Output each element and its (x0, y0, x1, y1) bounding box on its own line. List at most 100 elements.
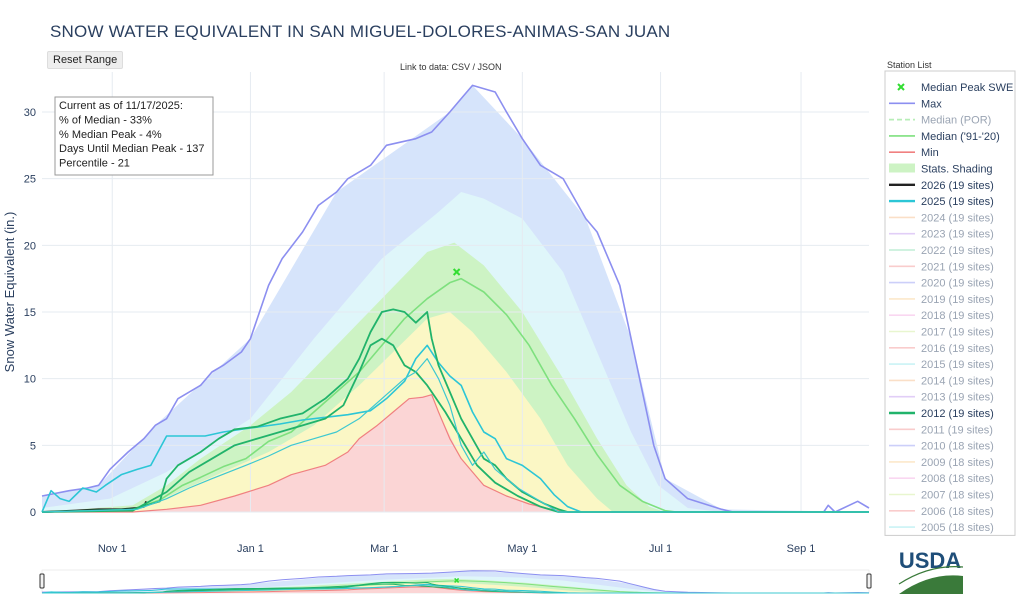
legend-item[interactable]: 2021 (19 sites) (889, 261, 994, 273)
legend-item[interactable]: 2015 (19 sites) (889, 359, 994, 371)
y-tick-label: 15 (24, 307, 36, 319)
legend-label: 2016 (19 sites) (921, 343, 994, 355)
info-line: Current as of 11/17/2025: (59, 100, 183, 112)
usda-logo: USDA (898, 548, 964, 594)
legend-item[interactable]: Max (889, 98, 942, 110)
info-line: % Median Peak - 4% (59, 129, 162, 141)
chart-title: SNOW WATER EQUIVALENT IN SAN MIGUEL-DOLO… (50, 22, 671, 41)
series-line-y2012 (41, 337, 869, 513)
range-slider-line (41, 570, 870, 594)
legend-item[interactable]: Median Peak SWE (897, 82, 1013, 94)
legend-box (884, 70, 1016, 536)
legend-item[interactable]: 2017 (19 sites) (889, 327, 994, 339)
legend-label: Median (POR) (921, 115, 991, 127)
legend-label: Median Peak SWE (921, 82, 1013, 94)
legend-label: Min (921, 147, 939, 159)
legend-item[interactable]: 2007 (18 sites) (889, 490, 994, 502)
x-tick-label: Nov 1 (98, 543, 127, 555)
series-line-max (41, 84, 870, 513)
station-list-label[interactable]: Station List (887, 60, 932, 70)
x-tick-label: Jan 1 (237, 543, 264, 555)
legend-label: 2022 (19 sites) (921, 245, 994, 257)
legend-item[interactable]: 2008 (18 sites) (889, 473, 994, 485)
legend-item[interactable]: 2006 (18 sites) (889, 506, 994, 518)
info-line: Days Until Median Peak - 137 (59, 143, 205, 155)
data-link[interactable]: Link to data: CSV / JSON (400, 62, 502, 72)
legend-label: 2014 (19 sites) (921, 375, 994, 387)
legend-item[interactable]: 2026 (19 sites) (889, 180, 994, 192)
legend-label: Stats. Shading (921, 164, 993, 176)
legend-item[interactable]: 2014 (19 sites) (889, 375, 994, 387)
legend-label: Median ('91-'20) (921, 131, 1000, 143)
series-line-y2005 (41, 358, 869, 513)
legend-label: 2005 (18 sites) (921, 522, 994, 534)
info-line: % of Median - 33% (59, 114, 152, 126)
legend-item[interactable]: 2010 (18 sites) (889, 441, 994, 453)
legend-label: 2017 (19 sites) (921, 327, 994, 339)
legend-item[interactable]: 2016 (19 sites) (889, 343, 994, 355)
y-tick-label: 25 (24, 174, 36, 186)
info-box (54, 96, 214, 176)
legend-item[interactable]: 2025 (19 sites) (889, 196, 994, 208)
legend-item[interactable]: 2009 (18 sites) (889, 457, 994, 469)
legend-label: 2015 (19 sites) (921, 359, 994, 371)
x-tick-label: May 1 (507, 543, 537, 555)
legend-label: 2010 (18 sites) (921, 441, 994, 453)
legend-label: 2006 (18 sites) (921, 506, 994, 518)
legend-item[interactable]: 2023 (19 sites) (889, 229, 994, 241)
legend-label: 2011 (19 sites) (921, 424, 993, 436)
legend-label: 2024 (19 sites) (921, 212, 994, 224)
x-tick-label: Jul 1 (649, 543, 672, 555)
legend-item[interactable]: Median ('91-'20) (889, 131, 1000, 143)
legend-label: 2019 (19 sites) (921, 294, 994, 306)
band-yellow-area (42, 312, 869, 512)
series-line-y2012 (41, 308, 869, 513)
legend-item[interactable]: 2020 (19 sites) (889, 278, 994, 290)
legend-label: 2007 (18 sites) (921, 490, 994, 502)
legend-item[interactable]: Min (889, 147, 939, 159)
legend-item[interactable]: Stats. Shading (889, 163, 993, 176)
legend-item[interactable]: 2011 (19 sites) (889, 424, 993, 436)
legend-item[interactable]: 2022 (19 sites) (889, 245, 994, 257)
y-axis-label: Snow Water Equivalent (in.) (2, 212, 17, 373)
legend-item[interactable]: 2005 (18 sites) (889, 522, 994, 534)
series-line-y2025 (41, 344, 869, 513)
legend-label: 2021 (19 sites) (921, 261, 994, 273)
legend-item[interactable]: Median (POR) (889, 115, 991, 127)
x-tick-label: Mar 1 (370, 543, 398, 555)
y-tick-label: 20 (24, 240, 36, 252)
band-red-area (42, 394, 869, 512)
y-tick-label: 0 (30, 507, 36, 519)
info-line: Percentile - 21 (59, 158, 130, 170)
legend-item[interactable]: 2013 (19 sites) (889, 392, 994, 404)
y-tick-label: 5 (30, 440, 36, 452)
legend-label: 2020 (19 sites) (921, 278, 994, 290)
y-tick-label: 10 (24, 374, 36, 386)
legend-label: 2023 (19 sites) (921, 229, 994, 241)
y-tick-label: 30 (24, 107, 36, 119)
reset-range-button[interactable]: Reset Range (47, 51, 124, 69)
legend-label: 2012 (19 sites) (921, 408, 994, 420)
range-slider-peak-marker (454, 577, 460, 583)
legend-label: 2009 (18 sites) (921, 457, 994, 469)
legend-label: 2025 (19 sites) (921, 196, 994, 208)
legend-item[interactable]: 2018 (19 sites) (889, 310, 994, 322)
legend-item[interactable]: 2012 (19 sites) (889, 408, 994, 420)
x-tick-label: Sep 1 (787, 543, 816, 555)
legend-label: 2008 (18 sites) (921, 473, 994, 485)
legend-item[interactable]: 2019 (19 sites) (889, 294, 994, 306)
range-handle-right[interactable] (866, 573, 872, 589)
legend-label: 2026 (19 sites) (921, 180, 994, 192)
range-slider-line (41, 583, 869, 594)
range-slider-line (41, 584, 869, 594)
series-line-min (42, 394, 869, 513)
legend-label: 2013 (19 sites) (921, 392, 994, 404)
legend-item[interactable]: 2024 (19 sites) (889, 212, 994, 224)
legend-label: 2018 (19 sites) (921, 310, 994, 322)
legend-label: Max (921, 98, 942, 110)
svg-text:USDA: USDA (899, 548, 961, 573)
series-line-median_9120 (41, 277, 869, 513)
median-peak-marker (452, 268, 461, 276)
range-handle-left[interactable] (39, 573, 45, 589)
